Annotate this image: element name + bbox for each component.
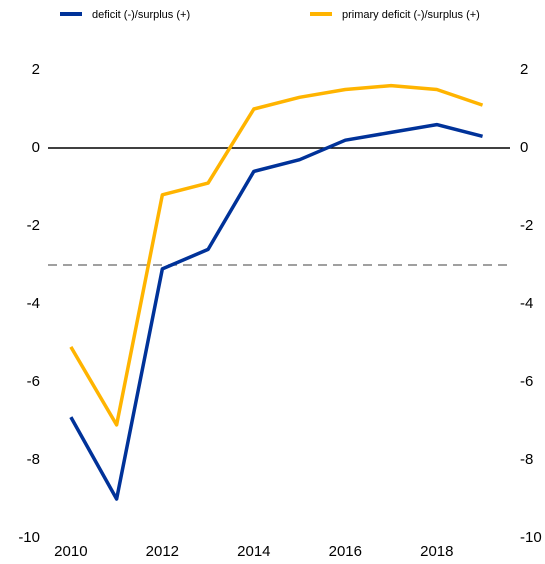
series-line	[69, 122, 483, 501]
x-tick-label: 2012	[146, 543, 179, 560]
y-tick-label: -8	[27, 451, 40, 468]
y2-tick-label: -8	[520, 451, 533, 468]
x-tick-label: 2016	[329, 543, 362, 560]
y-tick-label: 0	[32, 139, 40, 156]
y2-tick-label: 2	[520, 61, 528, 78]
series-line	[69, 83, 484, 427]
y2-tick-label: 0	[520, 139, 528, 156]
x-tick-label: 2018	[420, 543, 453, 560]
y-tick-label: -6	[27, 373, 40, 390]
legend-label: primary deficit (-)/surplus (+)	[342, 9, 480, 21]
y-tick-label: 2	[32, 61, 40, 78]
x-tick-label: 2014	[237, 543, 270, 560]
y2-tick-label: -6	[520, 373, 533, 390]
legend-label: deficit (-)/surplus (+)	[92, 9, 190, 21]
y-tick-label: -4	[27, 295, 40, 312]
y2-tick-label: -10	[520, 529, 542, 546]
y2-tick-label: -2	[520, 217, 533, 234]
y-tick-label: -2	[27, 217, 40, 234]
y2-tick-label: -4	[520, 295, 533, 312]
x-tick-label: 2010	[54, 543, 87, 560]
y-tick-label: -10	[18, 529, 40, 546]
